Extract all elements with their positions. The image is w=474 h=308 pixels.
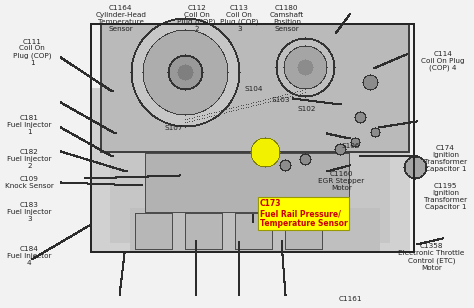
Text: C183
Fuel Injector
3: C183 Fuel Injector 3 bbox=[7, 202, 52, 222]
Text: C174
Ignition
Transformer
Capacitor 1: C174 Ignition Transformer Capacitor 1 bbox=[424, 145, 467, 172]
Text: S104: S104 bbox=[244, 86, 263, 92]
Text: C111
Coil On
Plug (COP)
1: C111 Coil On Plug (COP) 1 bbox=[13, 38, 52, 66]
Text: C173
Fuel Rail Pressure/
Temperature Sensor: C173 Fuel Rail Pressure/ Temperature Sen… bbox=[260, 199, 347, 229]
Text: S106: S106 bbox=[341, 143, 360, 149]
Text: C182
Fuel Injector
2: C182 Fuel Injector 2 bbox=[7, 149, 52, 169]
Text: S103: S103 bbox=[271, 97, 290, 103]
Text: C114
Coil On Plug
(COP) 4: C114 Coil On Plug (COP) 4 bbox=[421, 51, 465, 71]
Text: C1160
EGR Stepper
Motor: C1160 EGR Stepper Motor bbox=[318, 171, 365, 191]
Text: C1358
Electronic Throttle
Control (ETC)
Motor: C1358 Electronic Throttle Control (ETC) … bbox=[398, 243, 465, 271]
Text: C181
Fuel Injector
1: C181 Fuel Injector 1 bbox=[7, 116, 52, 136]
Text: C113
Coil On
Plug (COP)
3: C113 Coil On Plug (COP) 3 bbox=[220, 5, 259, 32]
Text: C109
Knock Sensor: C109 Knock Sensor bbox=[5, 176, 54, 188]
Text: C1161: C1161 bbox=[339, 296, 363, 302]
Text: C1195
Ignition
Transformer
Capacitor 1: C1195 Ignition Transformer Capacitor 1 bbox=[424, 183, 467, 210]
Text: S102: S102 bbox=[298, 106, 317, 112]
Text: C1180
Camshaft
Position
Sensor: C1180 Camshaft Position Sensor bbox=[270, 5, 304, 32]
Text: S107: S107 bbox=[164, 125, 183, 131]
Text: C1164
Cylinder-Head
Temperature
Sensor: C1164 Cylinder-Head Temperature Sensor bbox=[95, 5, 146, 32]
Text: C112
Coil On
Plug (COP)
2: C112 Coil On Plug (COP) 2 bbox=[177, 5, 216, 32]
Text: C184
Fuel Injector
4: C184 Fuel Injector 4 bbox=[7, 246, 52, 266]
